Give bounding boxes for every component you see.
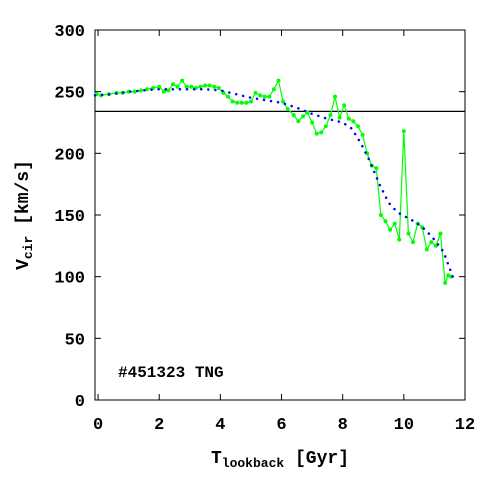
series-point xyxy=(276,78,281,83)
series-point xyxy=(184,84,189,89)
series-point xyxy=(429,240,434,245)
y-axis-label-unit: [km/s] xyxy=(14,160,34,236)
y-tick-label: 250 xyxy=(54,85,85,104)
series-point xyxy=(267,94,272,99)
y-axis-label: Vcir [km/s] xyxy=(14,160,36,270)
y-tick-label: 150 xyxy=(54,208,85,227)
series-dotted-fit xyxy=(93,87,455,278)
y-tick-label: 0 xyxy=(75,393,85,412)
chart-annotation: #451323 TNG xyxy=(118,364,224,382)
series-point xyxy=(355,124,360,129)
series-point xyxy=(323,124,328,129)
series-point xyxy=(411,240,416,245)
series-point xyxy=(360,132,365,137)
x-tick-label: 10 xyxy=(394,416,414,435)
series-point xyxy=(189,84,194,89)
series-point xyxy=(383,219,388,224)
series-point xyxy=(314,131,319,136)
x-tick-label: 8 xyxy=(338,416,348,435)
y-axis-label-main: V xyxy=(14,259,34,270)
series-point xyxy=(333,94,338,99)
series-point xyxy=(310,120,315,125)
series-point xyxy=(342,103,347,108)
series-point xyxy=(262,94,267,99)
series-point xyxy=(328,113,333,118)
series-point xyxy=(161,89,166,94)
x-tick-label: 4 xyxy=(215,416,225,435)
series-point xyxy=(424,247,429,252)
series-point xyxy=(281,99,286,104)
series-point xyxy=(443,280,448,285)
series-point xyxy=(300,114,305,119)
series-point xyxy=(388,227,393,232)
y-tick-label: 300 xyxy=(54,23,85,42)
series-point xyxy=(378,213,383,217)
x-axis-ticks: 0 2 4 6 8 10 12 xyxy=(93,30,475,435)
series-point xyxy=(175,84,180,89)
x-tick-label: 2 xyxy=(154,416,164,435)
x-tick-label: 0 xyxy=(93,416,103,435)
x-tick-label: 12 xyxy=(455,416,475,435)
series-point xyxy=(226,94,231,99)
series-point xyxy=(144,87,149,92)
series-point xyxy=(203,83,208,88)
series-group xyxy=(93,78,455,285)
y-axis-ticks: 0 50 100 150 200 250 300 xyxy=(54,23,465,412)
series-point xyxy=(271,87,276,92)
series-point xyxy=(207,83,212,88)
series-point xyxy=(212,84,217,89)
series-point xyxy=(346,116,351,121)
series-point xyxy=(216,85,221,90)
series-point xyxy=(248,99,253,104)
series-point xyxy=(244,100,249,105)
series-point xyxy=(230,99,235,104)
series-point xyxy=(337,115,342,120)
series-point xyxy=(258,93,263,98)
y-tick-label: 100 xyxy=(54,270,85,289)
series-point xyxy=(132,89,137,94)
series-point xyxy=(157,84,162,89)
x-axis-label: Tlookback [Gyr] xyxy=(211,449,349,471)
y-tick-label: 50 xyxy=(65,331,85,350)
series-point xyxy=(305,110,310,115)
series-point xyxy=(170,82,175,87)
series-point xyxy=(166,88,171,93)
series-point xyxy=(138,88,143,93)
series-point xyxy=(406,231,411,236)
series-point xyxy=(374,166,379,171)
series-point xyxy=(239,100,244,105)
series-point xyxy=(401,129,406,134)
x-tick-label: 6 xyxy=(276,416,286,435)
series-point xyxy=(235,100,240,105)
y-axis-label-subscript: cir xyxy=(21,236,36,259)
x-axis-label-unit: [Gyr] xyxy=(284,449,349,469)
series-point xyxy=(392,221,397,226)
series-point xyxy=(438,231,443,236)
x-axis-label-main: T xyxy=(211,449,222,469)
series-point xyxy=(351,119,356,124)
series-point xyxy=(180,78,185,83)
series-point xyxy=(253,90,258,95)
series-point xyxy=(285,106,290,111)
series-point xyxy=(446,273,451,278)
series-point xyxy=(291,113,296,118)
series-point xyxy=(296,119,301,124)
series-point xyxy=(397,237,402,242)
y-tick-label: 200 xyxy=(54,146,85,165)
series-point xyxy=(319,130,324,135)
x-axis-label-subscript: lookback xyxy=(222,456,285,471)
series-point xyxy=(198,84,203,89)
